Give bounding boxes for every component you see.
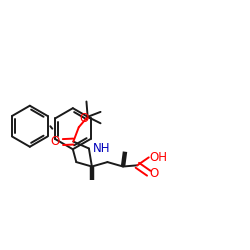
Text: NH: NH (92, 142, 110, 156)
Text: O: O (150, 167, 159, 180)
Text: OH: OH (150, 151, 168, 164)
Text: O: O (51, 135, 60, 148)
Text: O: O (80, 112, 89, 126)
